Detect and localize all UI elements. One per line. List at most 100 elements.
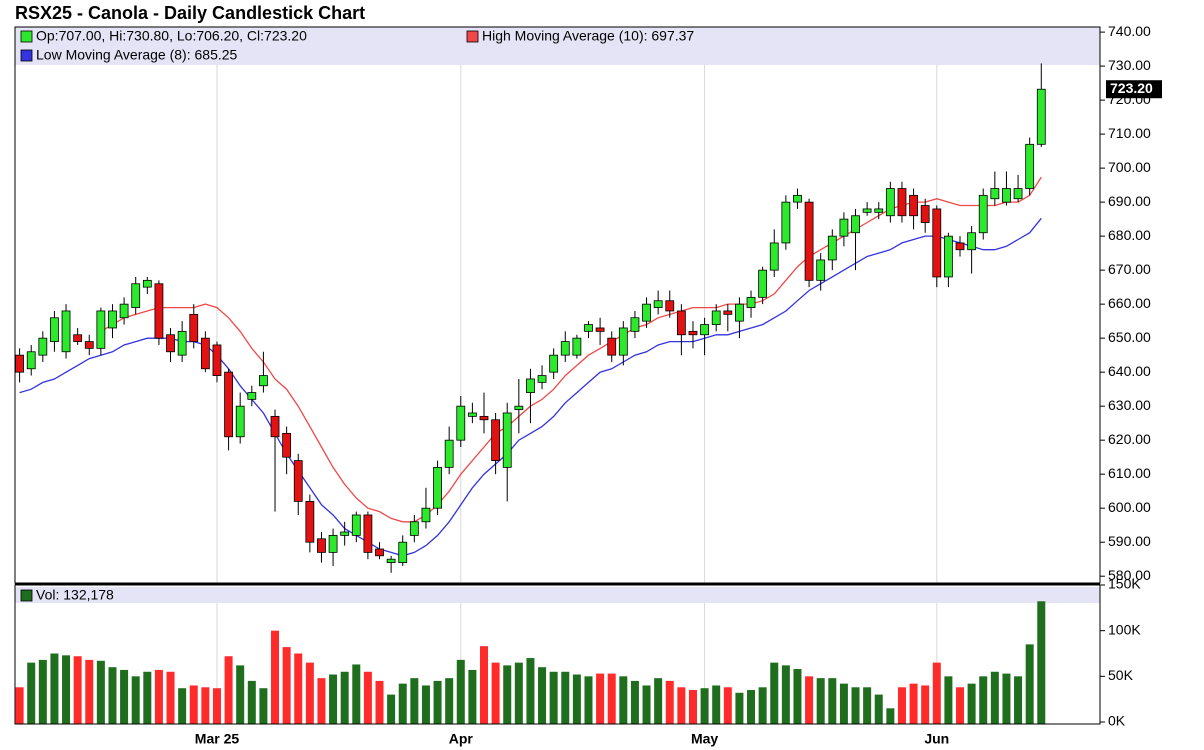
candle-body <box>351 514 361 536</box>
volume-bar <box>700 688 709 724</box>
y-tick-label: 590.00 <box>1108 533 1151 549</box>
volume-bar <box>271 630 280 724</box>
candle-body <box>386 558 396 563</box>
volume-bar <box>189 685 198 724</box>
volume-bar <box>839 683 848 724</box>
volume-bar <box>120 669 129 724</box>
legend-text: Vol: 132,178 <box>36 587 114 603</box>
volume-bar <box>259 688 268 724</box>
chart-title: RSX25 - Canola - Daily Candlestick Chart <box>15 3 365 23</box>
candle-body <box>549 354 559 373</box>
y-tick-label: 580.00 <box>1108 567 1151 583</box>
candle-body <box>735 303 744 322</box>
candle-body <box>990 188 1000 200</box>
legend-swatch <box>20 49 33 62</box>
candle-body <box>189 313 199 342</box>
candle-body <box>862 208 872 213</box>
volume-bar <box>851 687 860 724</box>
volume-bar <box>85 659 94 724</box>
legend-text: Op:707.00, Hi:730.80, Lo:706.20, Cl:723.… <box>36 28 307 44</box>
y-tick-label: 730.00 <box>1108 57 1151 73</box>
candle-body <box>781 201 791 244</box>
volume-bar <box>73 656 82 724</box>
candle-body <box>363 514 373 553</box>
legend-swatch <box>20 589 33 602</box>
legend-band <box>15 587 1100 603</box>
x-tick-label: May <box>691 731 718 747</box>
volume-bar <box>398 683 407 724</box>
volume-bar <box>1002 673 1011 724</box>
volume-bar <box>514 662 523 724</box>
volume-bar <box>561 671 570 724</box>
volume-bar <box>294 653 303 724</box>
candle-body <box>200 337 210 370</box>
volume-bar <box>967 683 976 724</box>
candle-body <box>700 324 709 336</box>
y-tick-label: 610.00 <box>1108 465 1151 481</box>
y-tick-label: 0K <box>1108 713 1126 729</box>
volume-bar <box>491 662 500 724</box>
candle-body <box>177 330 187 356</box>
volume-bar <box>932 662 941 724</box>
candle-body <box>932 208 942 278</box>
y-tick-label: 700.00 <box>1108 159 1151 175</box>
y-tick-label: 740.00 <box>1108 23 1151 39</box>
candle-body <box>444 439 454 468</box>
volume-bar <box>816 678 825 724</box>
volume-bar <box>723 687 732 724</box>
candle-body <box>119 303 129 319</box>
volume-bar <box>979 676 988 724</box>
volume-bar <box>990 671 999 724</box>
volume-bar <box>421 685 430 724</box>
candle-body <box>642 303 651 322</box>
volume-bar <box>584 676 593 724</box>
x-tick-label: Jun <box>924 731 949 747</box>
volume-bar <box>282 647 291 724</box>
candle-body <box>293 460 303 502</box>
candle-body <box>630 317 640 332</box>
candle-body <box>584 324 593 332</box>
volume-bar <box>642 685 651 724</box>
candle-body <box>375 548 384 557</box>
volume-bar <box>96 660 105 724</box>
volume-bar <box>596 673 605 724</box>
candle-body <box>526 378 535 393</box>
candle-body <box>409 521 419 536</box>
candle-body <box>676 310 686 336</box>
y-tick-label: 600.00 <box>1108 499 1151 515</box>
x-tick-label: Apr <box>449 731 474 747</box>
candle-body <box>224 371 233 438</box>
candle-body <box>804 201 814 281</box>
volume-bar <box>480 646 488 724</box>
volume-bar <box>944 676 953 724</box>
candle-body <box>909 194 918 217</box>
candle-body <box>816 259 826 281</box>
candle-body <box>421 507 431 523</box>
candle-body <box>467 412 477 417</box>
volume-bar <box>665 680 674 724</box>
candle-body <box>758 269 768 298</box>
volume-bar <box>503 665 512 724</box>
volume-bar <box>143 671 152 724</box>
volume-bar <box>224 656 233 724</box>
volume-bar <box>688 690 697 724</box>
volume-bar <box>630 680 639 724</box>
candle-body <box>688 330 698 336</box>
candle-body <box>305 500 315 543</box>
candle-body <box>247 392 257 400</box>
candle-body <box>502 412 512 468</box>
volume-bar <box>956 687 965 724</box>
volume-bar <box>166 671 175 724</box>
candle-body <box>1025 143 1035 189</box>
candle-body <box>897 188 907 217</box>
y-tick-label: 650.00 <box>1108 329 1151 345</box>
candle-body <box>340 531 350 536</box>
candle-body <box>967 232 977 251</box>
volume-bar <box>375 680 384 724</box>
candle-body <box>514 405 524 410</box>
volume-bar <box>735 692 744 724</box>
candle-body <box>154 283 164 339</box>
volume-bar <box>27 662 36 724</box>
legend-swatch <box>466 30 479 43</box>
volume-bar <box>363 671 372 724</box>
